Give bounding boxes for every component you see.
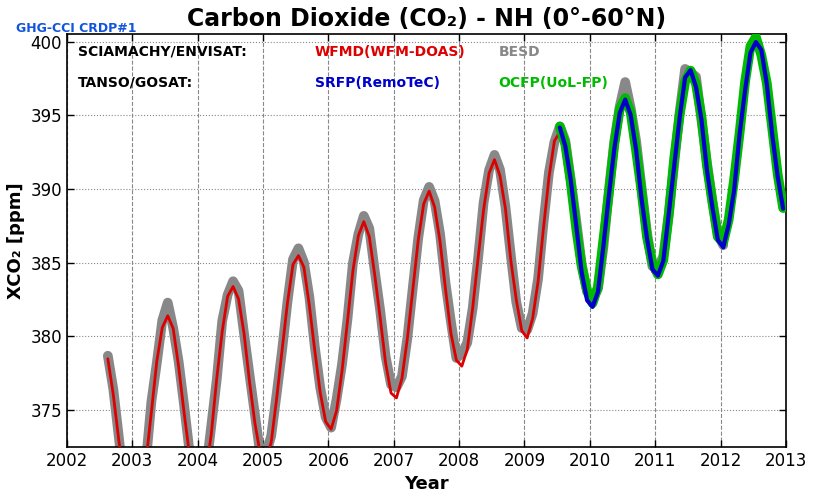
Text: WFMD(WFM-DOAS): WFMD(WFM-DOAS) (315, 44, 466, 59)
X-axis label: Year: Year (404, 475, 449, 493)
Title: Carbon Dioxide (CO₂) - NH (0°-60°N): Carbon Dioxide (CO₂) - NH (0°-60°N) (187, 7, 666, 31)
Text: GHG-CCI CRDP#1: GHG-CCI CRDP#1 (16, 22, 137, 36)
Text: OCFP(UoL-FP): OCFP(UoL-FP) (498, 76, 608, 90)
Text: SCIAMACHY/ENVISAT:: SCIAMACHY/ENVISAT: (78, 44, 247, 59)
Text: BESD: BESD (498, 44, 540, 59)
Text: TANSO/GOSAT:: TANSO/GOSAT: (78, 76, 193, 90)
Text: SRFP(RemoTeC): SRFP(RemoTeC) (315, 76, 440, 90)
Y-axis label: XCO₂ [ppm]: XCO₂ [ppm] (7, 182, 25, 299)
